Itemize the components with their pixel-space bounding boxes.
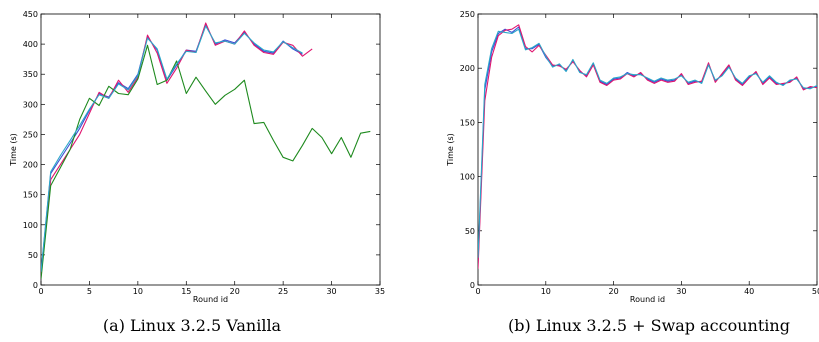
x-tick-label: 10 <box>541 287 551 296</box>
y-tick-label: 200 <box>460 64 475 73</box>
y-tick-label: 100 <box>23 221 38 230</box>
series-line-1 <box>41 24 303 274</box>
y-tick-label: 250 <box>23 130 38 139</box>
figure-caption: (a) Linux 3.2.5 Vanilla <box>103 316 282 335</box>
x-tick-label: 25 <box>278 287 288 296</box>
figure-caption: (b) Linux 3.2.5 + Swap accounting <box>508 316 790 335</box>
y-axis-label: Time (s) <box>446 133 455 167</box>
y-tick-label: 250 <box>460 10 475 19</box>
x-tick-label: 30 <box>326 287 336 296</box>
y-tick-label: 150 <box>460 118 475 127</box>
chart-swap-accounting: 0 10 20 30 40 50 0 50 100 150 200 250 Round id Time (… <box>446 10 819 335</box>
y-tick-label: 0 <box>470 281 475 290</box>
x-tick-label: 40 <box>744 287 754 296</box>
y-tick-label: 100 <box>460 173 475 182</box>
plot-frame <box>477 13 818 286</box>
x-tick-label: 20 <box>609 287 619 296</box>
chart-vanilla: 0 5 10 15 20 25 30 3505010015020025030035040045… <box>9 10 385 335</box>
y-tick-label: 350 <box>23 70 38 79</box>
x-tick-label: 30 <box>676 287 686 296</box>
y-tick-label: 50 <box>465 227 475 236</box>
x-tick-label: 0 <box>38 287 43 296</box>
x-axis-label: Round id <box>193 295 228 304</box>
x-tick-label: 35 <box>375 287 385 296</box>
y-axis-label: Time (s) <box>9 133 18 167</box>
y-tick-label: 450 <box>23 10 38 19</box>
series-line-4 <box>41 25 303 272</box>
y-tick-label: 0 <box>33 281 38 290</box>
x-tick-label: 0 <box>475 287 480 296</box>
x-tick-label: 20 <box>230 287 240 296</box>
series-line-1 <box>478 26 817 264</box>
series-line-2 <box>41 22 313 277</box>
x-axis-label: Round id <box>630 295 665 304</box>
series-line-3 <box>478 28 817 258</box>
y-tick-label: 150 <box>23 191 38 200</box>
y-tick-label: 300 <box>23 100 38 109</box>
series-line-2 <box>478 24 817 269</box>
series-line-3 <box>41 44 371 280</box>
y-tick-label: 200 <box>23 161 38 170</box>
y-tick-label: 50 <box>28 251 38 260</box>
y-tick-label: 400 <box>23 40 38 49</box>
x-tick-label: 50 <box>812 287 819 296</box>
plot-frame <box>40 13 381 286</box>
x-tick-label: 10 <box>133 287 143 296</box>
x-tick-label: 15 <box>181 287 191 296</box>
x-tick-label: 5 <box>87 287 92 296</box>
